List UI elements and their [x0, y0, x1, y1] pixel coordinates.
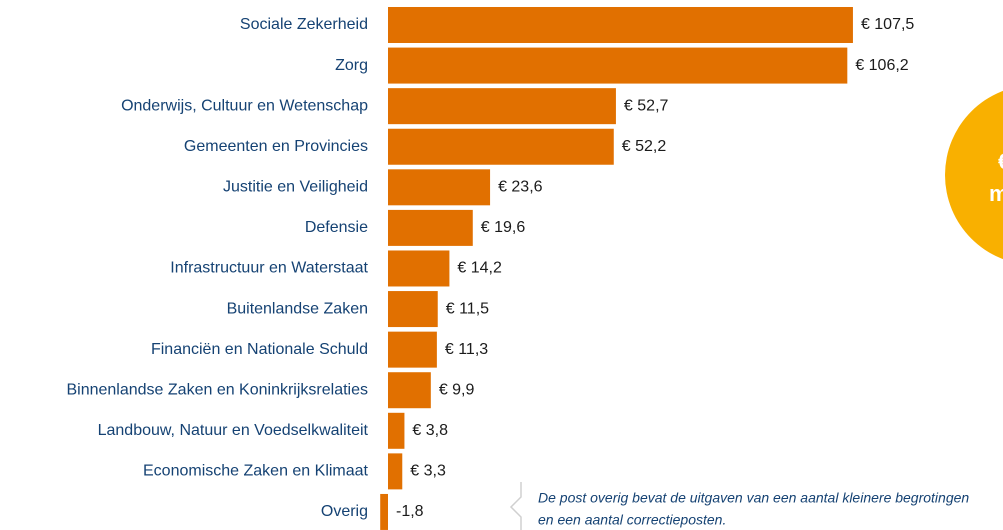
- note: De post overig bevat de uitgaven van een…: [538, 490, 969, 506]
- highlight-circle: [945, 90, 1003, 260]
- category-label: Onderwijs, Cultuur en Wetenschap: [121, 97, 368, 114]
- category-label: Defensie: [305, 219, 368, 236]
- bar: [388, 128, 614, 165]
- value-label: € 106,2: [855, 57, 908, 74]
- category-label: Buitenlandse Zaken: [227, 300, 368, 317]
- bar: [388, 7, 853, 43]
- note: en een aantal correctieposten.: [538, 512, 726, 528]
- value-label: € 3,8: [412, 422, 448, 439]
- circle-text: m: [989, 181, 1003, 206]
- bar: [388, 169, 491, 206]
- value-label: € 11,5: [446, 300, 489, 317]
- note-bracket: [509, 482, 522, 530]
- value-label: € 14,2: [457, 260, 502, 277]
- bar: [388, 209, 473, 246]
- bar: [388, 250, 450, 287]
- category-label: Financiën en Nationale Schuld: [151, 341, 368, 358]
- bar: [388, 88, 616, 125]
- category-label: Binnenlandse Zaken en Koninkrijksrelatie…: [66, 381, 368, 398]
- value-label: € 3,3: [410, 463, 446, 480]
- circle-text: €: [998, 149, 1003, 174]
- bar: [388, 47, 848, 84]
- bar: [388, 291, 438, 328]
- bar: [388, 412, 405, 449]
- category-label: Sociale Zekerheid: [240, 16, 368, 33]
- category-label: Zorg: [335, 57, 368, 74]
- value-label: € 107,5: [861, 16, 914, 33]
- bar: [388, 372, 431, 409]
- bar: [388, 453, 403, 490]
- category-label: Gemeenten en Provincies: [184, 138, 368, 155]
- value-label: -1,8: [396, 503, 424, 520]
- bar: [388, 331, 437, 368]
- category-label: Justitie en Veiligheid: [223, 179, 368, 196]
- value-label: € 9,9: [439, 381, 475, 398]
- value-label: € 19,6: [481, 219, 526, 236]
- value-label: € 52,2: [622, 138, 667, 155]
- category-label: Overig: [321, 503, 368, 520]
- value-label: € 11,3: [445, 341, 488, 358]
- category-label: Economische Zaken en Klimaat: [143, 463, 369, 480]
- value-label: € 52,7: [624, 97, 669, 114]
- value-label: € 23,6: [498, 179, 543, 196]
- category-label: Infrastructuur en Waterstaat: [170, 260, 368, 277]
- category-label: Landbouw, Natuur en Voedselkwaliteit: [98, 422, 369, 439]
- bar: [380, 493, 388, 530]
